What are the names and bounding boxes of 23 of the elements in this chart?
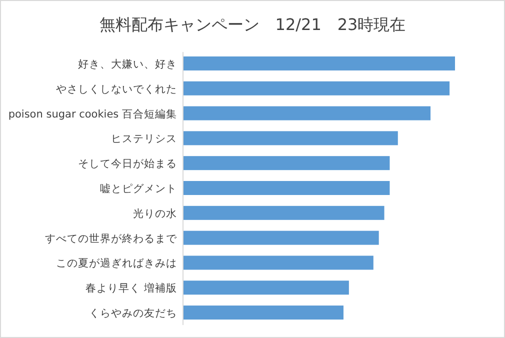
- bar: [183, 131, 398, 146]
- bar: [183, 106, 431, 120]
- y-tick-label: poison sugar cookies 百合短編集: [8, 107, 177, 120]
- y-tick-label: やさしくしないでくれた: [56, 83, 177, 96]
- y-tick-label: 好き、大嫌い、好き: [78, 57, 177, 70]
- bar: [183, 230, 379, 245]
- bar: [183, 280, 349, 295]
- y-tick-label: くらやみの友だち: [89, 308, 177, 320]
- bar: [183, 306, 344, 320]
- y-tick-label: そして今日が始まる: [78, 158, 177, 170]
- bar: [183, 56, 455, 70]
- y-tick-label: 光りの水: [133, 206, 177, 220]
- bar: [183, 156, 390, 170]
- bar: [183, 181, 390, 195]
- y-tick-label: この夏が過ぎればきみは: [56, 258, 177, 270]
- y-tick-label: 嘘とピグメント: [100, 182, 177, 195]
- bar: [183, 256, 374, 270]
- y-tick-label: すべての世界が終わるまで: [45, 232, 178, 245]
- chart-title: 無料配布キャンペーン 12/21 23時現在: [99, 15, 406, 34]
- bar: [183, 81, 450, 96]
- bar: [183, 206, 384, 220]
- y-tick-label: 春より早く 増補版: [86, 282, 177, 295]
- y-tick-label: ヒステリシス: [111, 133, 177, 146]
